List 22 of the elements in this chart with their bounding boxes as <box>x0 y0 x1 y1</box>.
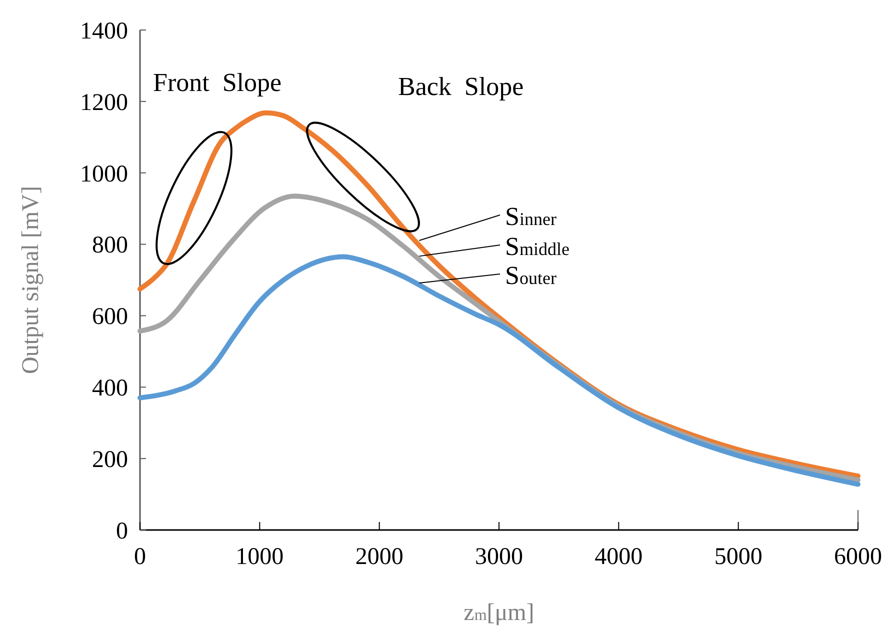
annotation: Front Slope <box>153 68 282 97</box>
y-tick-label: 1000 <box>80 161 128 188</box>
y-tick-label: 800 <box>92 232 128 259</box>
y-tick-label: 200 <box>92 446 128 473</box>
x-tick-label: 4000 <box>594 544 643 570</box>
x-axis-title: zm[μm] <box>464 600 534 626</box>
y-axis-title: Output signal [mV] <box>18 186 44 374</box>
y-tick-label: 1400 <box>80 18 128 44</box>
x-tick-label: 2000 <box>355 544 404 570</box>
x-tick-label: 0 <box>134 544 146 570</box>
x-tick-label: 6000 <box>834 544 882 570</box>
x-tick-label: 3000 <box>475 544 523 570</box>
x-tick-label: 1000 <box>236 544 284 570</box>
text: Sinner <box>505 202 556 231</box>
x-tick-label: 5000 <box>714 544 762 570</box>
series-label: Smiddle <box>505 232 570 261</box>
y-tick-label: 400 <box>92 376 128 402</box>
annotation: Back Slope <box>398 72 524 101</box>
series-label: Souter <box>505 261 556 290</box>
y-tick-label: 0 <box>116 518 128 544</box>
y-tick-label: 1200 <box>80 90 128 116</box>
y-tick-label: 600 <box>92 304 128 330</box>
